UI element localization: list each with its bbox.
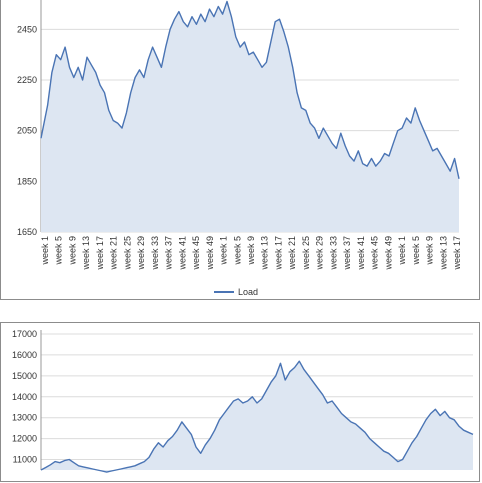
x-tick-label: week 17 <box>274 236 284 271</box>
x-tick-label: week 29 <box>136 236 146 271</box>
x-tick-label: week 45 <box>191 236 201 271</box>
x-tick-label: week 29 <box>315 236 325 271</box>
y-tick-label: 12000 <box>12 434 37 444</box>
x-tick-label: week 41 <box>177 236 187 271</box>
x-tick-label: week 1 <box>219 236 229 266</box>
y-tick-label: 1650 <box>17 227 37 237</box>
y-tick-label: 15000 <box>12 371 37 381</box>
x-tick-label: week 9 <box>68 236 78 266</box>
y-tick-label: 14000 <box>12 392 37 402</box>
x-tick-label: week 45 <box>370 236 380 271</box>
x-tick-label: week 21 <box>287 236 297 271</box>
second-chart: 11000 12000 13000 14000 15000 16000 17000 <box>12 329 474 473</box>
x-tick-label: week 49 <box>205 236 215 271</box>
x-tick-label: week 1 <box>40 236 50 266</box>
y-tick-label: 1850 <box>17 176 37 186</box>
legend-label: Load <box>238 287 258 297</box>
x-tick-label: week 9 <box>246 236 256 266</box>
x-tick-label: week 33 <box>150 236 160 271</box>
x-tick-label: week 37 <box>342 236 352 271</box>
x-tick-label: week 33 <box>328 236 338 271</box>
x-tick-label: week 5 <box>411 236 421 266</box>
x-tick-label: week 13 <box>438 236 448 271</box>
series-area <box>41 361 473 473</box>
series-line <box>40 360 474 473</box>
load-chart-panel: 1650 1850 2050 2250 2450 week 1 week 5 week 9 we… <box>0 0 480 300</box>
x-tick-label: week 25 <box>122 236 132 271</box>
x-tick-label: week 49 <box>383 236 393 271</box>
x-tick-label: week 37 <box>164 236 174 271</box>
second-chart-panel: 11000 12000 13000 14000 15000 16000 17000 <box>0 322 480 482</box>
x-tick-label: week 25 <box>301 236 311 271</box>
y-tick-label: 11000 <box>13 455 37 465</box>
x-tick-label: week 13 <box>260 236 270 271</box>
x-tick-label: week 1 <box>397 236 407 266</box>
x-tick-label: week 5 <box>54 236 64 266</box>
x-tick-label: week 41 <box>356 236 366 271</box>
y-tick-label: 13000 <box>12 413 37 423</box>
y-tick-label: 16000 <box>12 350 37 360</box>
x-tick-label: week 13 <box>81 236 91 271</box>
y-tick-label: 17000 <box>12 329 37 339</box>
y-tick-label: 2050 <box>17 126 37 136</box>
x-tick-label: week 17 <box>95 236 105 271</box>
x-tick-label: week 17 <box>452 236 462 271</box>
y-tick-label: 2450 <box>17 24 37 34</box>
x-tick-label: week 21 <box>109 236 119 271</box>
x-tick-label: week 5 <box>232 236 242 266</box>
series-area <box>41 1 459 232</box>
series-line <box>40 0 460 179</box>
y-tick-label: 2250 <box>17 75 37 85</box>
x-tick-label: week 9 <box>425 236 435 266</box>
